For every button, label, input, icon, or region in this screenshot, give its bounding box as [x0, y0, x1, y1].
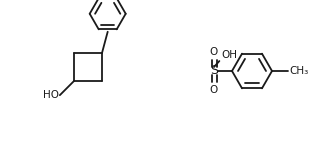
- Text: O: O: [210, 85, 218, 95]
- Text: OH: OH: [221, 50, 237, 60]
- Text: HO: HO: [43, 90, 59, 100]
- Text: O: O: [210, 47, 218, 57]
- Text: CH₃: CH₃: [289, 66, 308, 76]
- Text: S: S: [210, 64, 218, 78]
